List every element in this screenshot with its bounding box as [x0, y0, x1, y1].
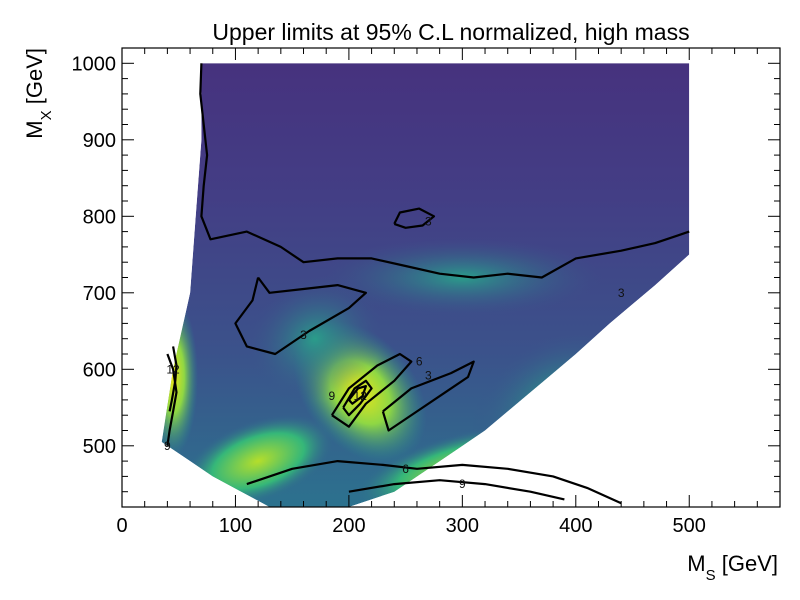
- y-tick-label: 800: [83, 206, 116, 228]
- y-tick-label: 900: [83, 130, 116, 152]
- y-axis-label: MX [GeV]: [22, 48, 55, 139]
- y-tick-label: 700: [83, 283, 116, 305]
- y-tick-label: 600: [83, 359, 116, 381]
- x-tick-label: 500: [673, 515, 706, 537]
- contour-label-8: 9: [164, 439, 171, 453]
- contour-label-7: 12: [354, 389, 368, 403]
- contour-line-7: [348, 385, 367, 405]
- contour-line-9: [168, 346, 178, 412]
- y-tick-label: 500: [83, 436, 116, 458]
- contour-lines: [166, 63, 690, 505]
- contour-label-9: 12: [166, 362, 180, 376]
- contour-line-6: [342, 379, 373, 417]
- x-tick-label: 200: [332, 515, 365, 537]
- y-tick-label: 1000: [72, 53, 117, 75]
- contour-line-1: [199, 63, 690, 279]
- x-tick-label: 100: [219, 515, 252, 537]
- heatmap: [161, 63, 690, 507]
- contour-label-11: 9: [459, 477, 466, 491]
- contour-label-10: 6: [402, 462, 409, 476]
- contour-label-3: 3: [300, 328, 307, 342]
- contour-line-5: [330, 352, 413, 428]
- contour-label-4: 3: [425, 368, 432, 382]
- x-tick-label: 300: [446, 515, 479, 537]
- contour-line-4: [381, 360, 475, 432]
- x-tick-labels: 0 100 200 300 400 500: [116, 515, 705, 537]
- heatmap-hotspot-7: [322, 237, 603, 318]
- ticks: [121, 47, 781, 507]
- x-tick-label: 400: [559, 515, 592, 537]
- x-tick-label: 0: [116, 515, 127, 537]
- contour-line-3: [234, 276, 367, 356]
- x-axis-label: MS [GeV]: [687, 551, 778, 584]
- contour-line-2: [393, 207, 436, 229]
- contour-line-10: [246, 460, 622, 505]
- contour-label-1: 3: [618, 286, 625, 300]
- y-tick-labels: 500 600 700 800 900 1000: [72, 53, 117, 458]
- chart-title: Upper limits at 95% C.L normalized, high…: [212, 19, 689, 45]
- contour-line-8: [166, 353, 178, 446]
- heatmap-fill: [161, 63, 690, 507]
- contour-line-11: [348, 479, 565, 501]
- contour-label-5: 6: [416, 355, 423, 369]
- contour-label-2: 3: [425, 215, 432, 229]
- heatmap-hotspot-2: [161, 296, 199, 457]
- contour-label-6: 9: [329, 389, 336, 403]
